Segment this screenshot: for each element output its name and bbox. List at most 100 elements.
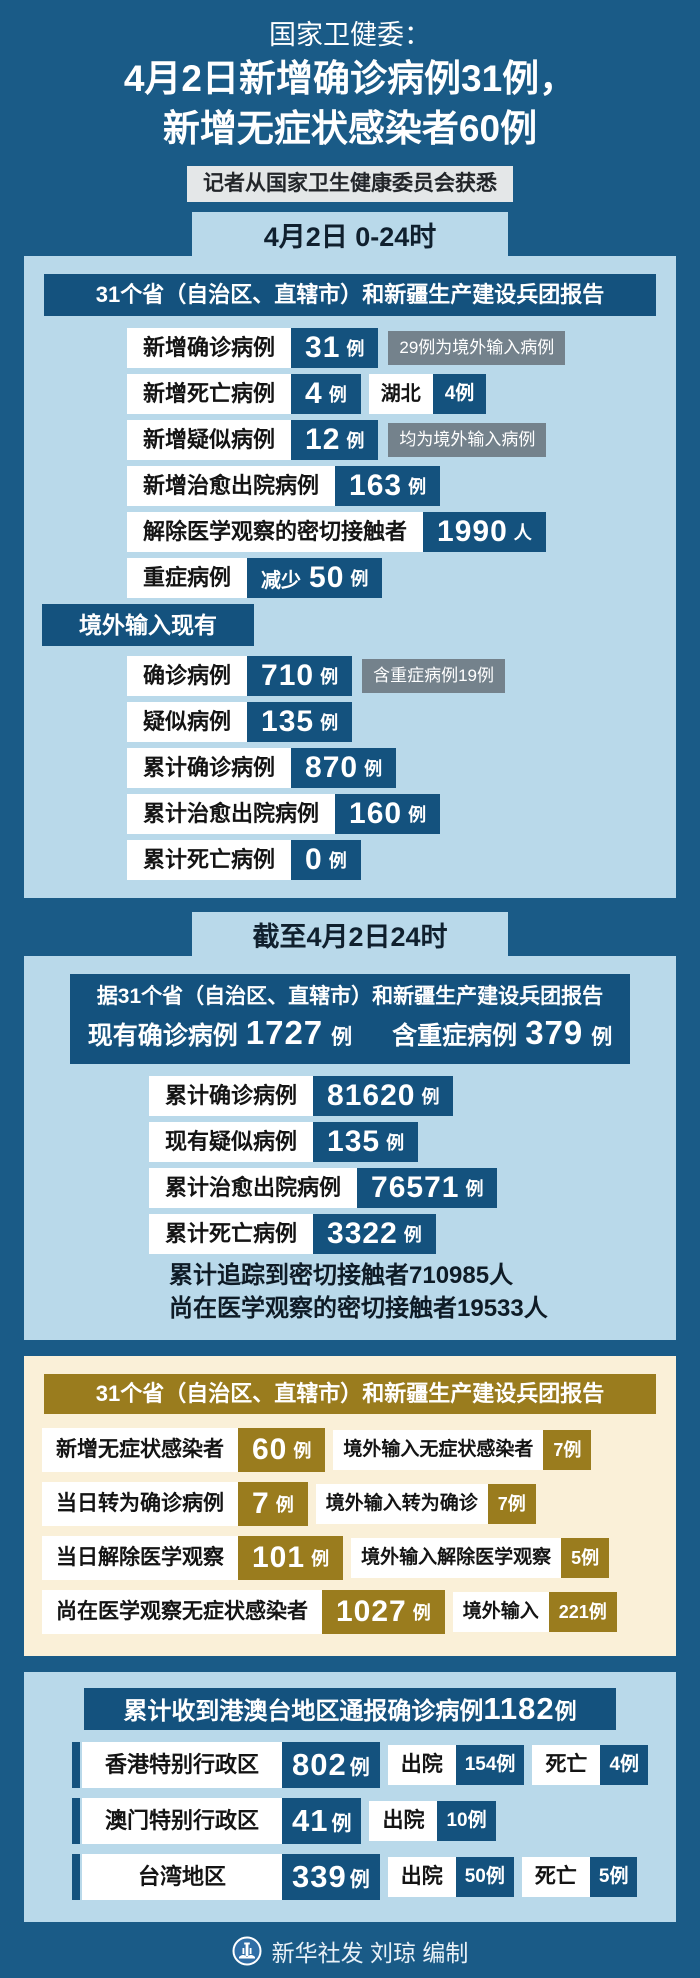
discharge-value: 10例 <box>437 1801 496 1841</box>
stat-value-box: 81620 例 <box>313 1076 454 1116</box>
row-accent-bar <box>72 1742 80 1788</box>
discharge-label: 出院 <box>387 1857 456 1897</box>
stat-label: 累计死亡病例 <box>127 840 292 880</box>
discharge-value: 50例 <box>455 1857 514 1897</box>
region-row: 香港特别行政区 802 例 出院 154例 死亡 4例 <box>72 1742 676 1788</box>
stat-value-box: 减少 50 例 <box>247 558 383 598</box>
stat-extra-value: 7例 <box>487 1484 536 1524</box>
stat-row: 累计确诊病例 81620 例 <box>149 1076 676 1116</box>
death-value: 4例 <box>600 1745 649 1785</box>
panel-cumulative: 据31个省（自治区、直辖市）和新疆生产建设兵团报告 现有确诊病例 1727 例含重症… <box>24 956 676 1340</box>
stat-row: 当日解除医学观察 101 例 境外输入解除医学观察 5例 <box>42 1536 676 1580</box>
stat-extra-value: 7例 <box>543 1430 592 1470</box>
stat-label: 当日解除医学观察 <box>42 1536 238 1580</box>
stat-row: 疑似病例 135 例 <box>127 702 676 742</box>
xinhua-logo-icon <box>232 1936 262 1966</box>
title-line-1: 4月2日新增确诊病例31例， <box>123 58 577 99</box>
stat-value-box: 163 例 <box>335 466 441 506</box>
stat-label: 累计治愈出院病例 <box>149 1168 358 1208</box>
stat-label: 新增无症状感染者 <box>42 1428 238 1472</box>
stat-value-box: 12 例 <box>291 420 379 460</box>
stat-row: 新增治愈出院病例 163 例 <box>127 466 676 506</box>
source-note-badge: 记者从国家卫生健康委员会获悉 <box>187 166 513 202</box>
death-value: 5例 <box>589 1857 638 1897</box>
death-label: 死亡 <box>532 1745 601 1785</box>
discharge-label: 出院 <box>387 1745 456 1785</box>
section1-header: 31个省（自治区、直辖市）和新疆生产建设兵团报告 <box>44 274 656 316</box>
stat-label: 新增死亡病例 <box>127 374 292 414</box>
row-accent-bar <box>72 1854 80 1900</box>
stat-value-box: 135 例 <box>313 1122 419 1162</box>
region-label: 台湾地区 <box>82 1854 282 1900</box>
stat-label: 累计确诊病例 <box>127 748 292 788</box>
stat-extra-value: 4例 <box>432 374 487 414</box>
stat-note-badge: 含重症病例19例 <box>362 659 505 693</box>
stat-value-box: 60 例 <box>238 1428 326 1472</box>
stat-row: 现有疑似病例 135 例 <box>149 1122 676 1162</box>
stat-extra-value: 221例 <box>548 1592 617 1632</box>
stat-label: 确诊病例 <box>127 656 248 696</box>
stat-label: 疑似病例 <box>127 702 248 742</box>
section2-header-line1: 据31个省（自治区、直辖市）和新疆生产建设兵团报告 <box>96 985 604 1008</box>
stat-row: 确诊病例 710 例 含重症病例19例 <box>127 656 676 696</box>
subsection-header-imported: 境外输入现有 <box>42 604 254 646</box>
region-row: 台湾地区 339 例 出院 50例 死亡 5例 <box>72 1854 676 1900</box>
stat-value-box: 135 例 <box>247 702 353 742</box>
under-observation-note: 尚在医学观察的密切接触者19533人 <box>169 1295 548 1322</box>
stat-value-box: 3322 例 <box>313 1214 436 1254</box>
stat-row: 累计治愈出院病例 160 例 <box>127 794 676 834</box>
stat-row: 累计治愈出院病例 76571 例 <box>149 1168 676 1208</box>
discharge-value: 154例 <box>455 1745 525 1785</box>
footer-credit-bar: 新华社发 刘琼 编制 <box>0 1934 700 1968</box>
stat-label: 新增治愈出院病例 <box>127 466 336 506</box>
stat-label: 当日转为确诊病例 <box>42 1482 238 1526</box>
stat-extra-label: 湖北 <box>368 374 433 414</box>
kicker: 国家卫健委： <box>269 20 431 50</box>
region-value-box: 41 例 <box>282 1798 362 1844</box>
stat-value-box: 160 例 <box>335 794 441 834</box>
section4-header: 累计收到港澳台地区通报确诊病例1182例 <box>84 1688 616 1730</box>
contact-tracing-note: 累计追踪到密切接触者710985人 <box>169 1262 514 1289</box>
stat-label: 累计治愈出院病例 <box>127 794 336 834</box>
section2-header: 据31个省（自治区、直辖市）和新疆生产建设兵团报告 现有确诊病例 1727 例含重症… <box>70 974 630 1064</box>
stat-note-badge: 29例为境外输入病例 <box>388 331 566 365</box>
stat-row: 累计死亡病例 3322 例 <box>149 1214 676 1254</box>
stat-value-box: 1990 人 <box>423 512 546 552</box>
stat-value-box: 1027 例 <box>322 1590 445 1634</box>
stat-label: 现有疑似病例 <box>149 1122 314 1162</box>
stat-label: 新增确诊病例 <box>127 328 292 368</box>
credit-text: 新华社发 刘琼 编制 <box>271 1940 469 1966</box>
stat-value-box: 710 例 <box>247 656 353 696</box>
section3-header: 31个省（自治区、直辖市）和新疆生产建设兵团报告 <box>44 1374 656 1414</box>
panel-hk-macao-taiwan: 累计收到港澳台地区通报确诊病例1182例 香港特别行政区 802 例 出院 154… <box>24 1672 676 1922</box>
region-value-box: 339 例 <box>282 1854 380 1900</box>
stat-row: 累计确诊病例 870 例 <box>127 748 676 788</box>
stat-row: 新增确诊病例 31 例 29例为境外输入病例 <box>127 328 676 368</box>
stat-label: 解除医学观察的密切接触者 <box>127 512 424 552</box>
title-line-2: 新增无症状感染者60例 <box>162 108 538 149</box>
stat-row: 新增疑似病例 12 例 均为境外输入病例 <box>127 420 676 460</box>
stat-row: 尚在医学观察无症状感染者 1027 例 境外输入 221例 <box>42 1590 676 1634</box>
stat-value-prefix: 减少 <box>261 569 302 592</box>
stat-extra-label: 境外输入解除医学观察 <box>351 1538 562 1578</box>
stat-row: 重症病例 减少 50 例 <box>127 558 676 598</box>
stat-label: 累计确诊病例 <box>149 1076 314 1116</box>
region-row: 澳门特别行政区 41 例 出院 10例 <box>72 1798 676 1844</box>
discharge-label: 出院 <box>369 1801 438 1841</box>
stat-note-badge: 均为境外输入病例 <box>388 423 547 457</box>
row-accent-bar <box>72 1798 80 1844</box>
stat-label: 重症病例 <box>127 558 248 598</box>
stat-row: 新增无症状感染者 60 例 境外输入无症状感染者 7例 <box>42 1428 676 1472</box>
stat-value-box: 870 例 <box>291 748 397 788</box>
region-value-box: 802 例 <box>282 1742 380 1788</box>
stat-label: 尚在医学观察无症状感染者 <box>42 1590 322 1634</box>
stat-extra-label: 境外输入无症状感染者 <box>333 1430 544 1470</box>
tab-date-range: 4月2日 0-24时 <box>192 212 508 256</box>
stat-value-box: 76571 例 <box>357 1168 498 1208</box>
stat-value-box: 31 例 <box>291 328 379 368</box>
